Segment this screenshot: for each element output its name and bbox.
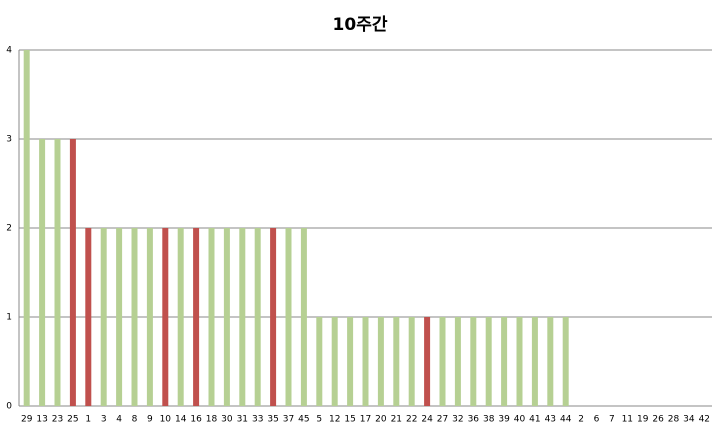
x-tick-label: 24 (421, 415, 433, 425)
chart-title: 10주간 (333, 15, 388, 35)
x-tick-label: 38 (483, 415, 495, 425)
x-tick-label: 29 (21, 415, 33, 425)
x-tick-label: 10 (160, 415, 172, 425)
x-tick-label: 13 (36, 415, 47, 425)
bar (177, 228, 184, 406)
x-tick-label: 7 (609, 415, 615, 425)
bar (424, 317, 431, 406)
bar (285, 228, 292, 406)
bar (85, 228, 92, 406)
bar (146, 228, 153, 406)
bar (69, 139, 76, 406)
y-tick-label: 3 (6, 135, 12, 145)
bar (501, 317, 508, 406)
x-tick-label: 40 (514, 415, 526, 425)
x-tick-label: 1 (85, 415, 91, 425)
bar (347, 317, 354, 406)
x-tick-label: 6 (594, 415, 600, 425)
y-tick-label: 1 (6, 313, 12, 323)
x-tick-label: 4 (116, 415, 122, 425)
x-tick-label: 45 (298, 415, 309, 425)
bar (193, 228, 200, 406)
bar (254, 228, 261, 406)
bar (439, 317, 446, 406)
bar (116, 228, 123, 406)
x-tick-label: 41 (529, 415, 540, 425)
x-tick-label: 44 (560, 415, 572, 425)
x-tick-label: 20 (375, 415, 387, 425)
x-tick-label: 14 (175, 415, 187, 425)
x-tick-label: 35 (267, 415, 278, 425)
x-tick-label: 43 (545, 415, 556, 425)
bar (270, 228, 277, 406)
x-tick-label: 39 (498, 415, 510, 425)
bar (162, 228, 169, 406)
y-tick-label: 4 (6, 46, 12, 56)
x-tick-label: 19 (637, 415, 649, 425)
x-tick-label: 5 (316, 415, 322, 425)
x-tick-label: 30 (221, 415, 233, 425)
x-tick-label: 26 (652, 415, 664, 425)
x-tick-label: 27 (437, 415, 448, 425)
x-tick-label: 3 (101, 415, 107, 425)
x-tick-label: 36 (468, 415, 480, 425)
bar (39, 139, 46, 406)
x-tick-label: 16 (190, 415, 202, 425)
x-tick-label: 12 (329, 415, 340, 425)
x-tick-label: 31 (237, 415, 248, 425)
bar (316, 317, 323, 406)
x-tick-label: 18 (206, 415, 218, 425)
bar (377, 317, 384, 406)
x-tick-label: 9 (147, 415, 153, 425)
x-tick-label: 8 (132, 415, 138, 425)
bar (54, 139, 61, 406)
y-tick-label: 0 (6, 402, 12, 412)
x-tick-label: 37 (283, 415, 294, 425)
x-tick-label: 42 (699, 415, 710, 425)
x-tick-label: 32 (452, 415, 463, 425)
bar (393, 317, 400, 406)
bar (131, 228, 138, 406)
x-tick-label: 2 (578, 415, 584, 425)
x-tick-label: 21 (391, 415, 402, 425)
bar (239, 228, 246, 406)
x-tick-label: 11 (622, 415, 633, 425)
x-tick-label: 15 (344, 415, 355, 425)
bar (516, 317, 523, 406)
bar (470, 317, 477, 406)
x-tick-label: 17 (360, 415, 371, 425)
x-tick-label: 33 (252, 415, 263, 425)
y-tick-label: 2 (6, 224, 12, 234)
bar (454, 317, 461, 406)
bar (100, 228, 107, 406)
bar (485, 317, 492, 406)
bar (547, 317, 554, 406)
x-tick-label: 34 (683, 415, 695, 425)
x-tick-label: 22 (406, 415, 417, 425)
bar (300, 228, 307, 406)
bar (23, 50, 30, 406)
bar (331, 317, 338, 406)
bar (531, 317, 538, 406)
bar (223, 228, 230, 406)
x-tick-label: 25 (67, 415, 78, 425)
bar (562, 317, 569, 406)
bar (362, 317, 369, 406)
x-tick-label: 23 (52, 415, 63, 425)
x-tick-label: 28 (668, 415, 680, 425)
bar (208, 228, 215, 406)
bar (408, 317, 415, 406)
